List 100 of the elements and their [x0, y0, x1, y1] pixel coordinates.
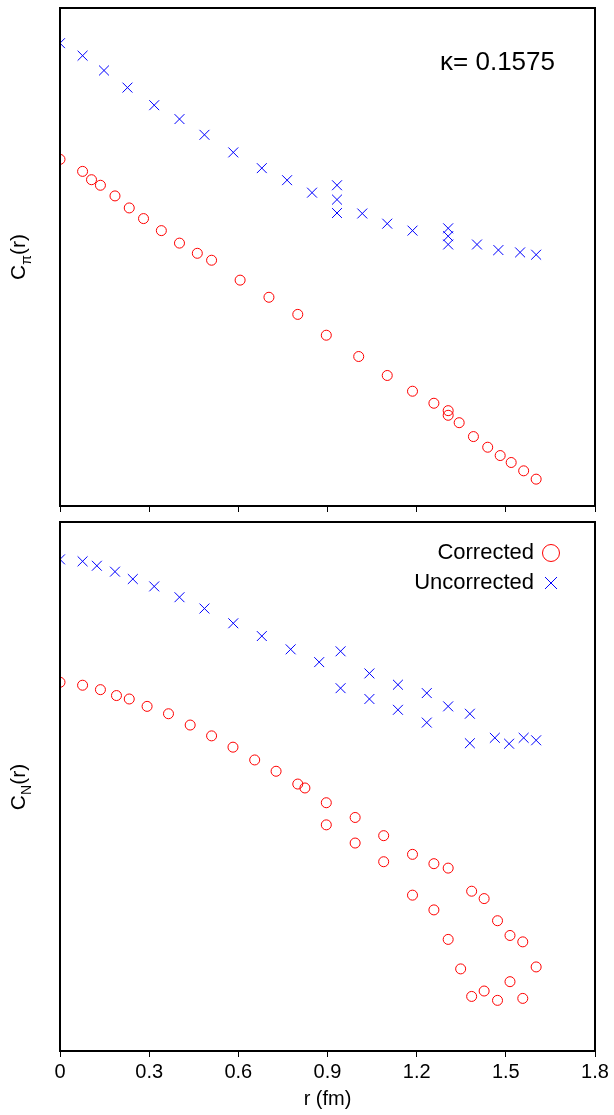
point	[94, 179, 106, 191]
point	[77, 50, 89, 62]
point	[123, 202, 135, 214]
point	[173, 237, 185, 249]
point	[249, 754, 261, 766]
point	[504, 976, 516, 988]
point	[518, 465, 530, 477]
point	[428, 904, 440, 916]
point	[517, 992, 529, 1004]
point	[299, 782, 311, 794]
point	[464, 737, 476, 749]
point	[503, 738, 515, 750]
point	[530, 249, 542, 261]
point	[227, 741, 239, 753]
x-tick-label: 1.2	[402, 1059, 431, 1082]
point	[256, 630, 268, 642]
point	[381, 369, 393, 381]
point	[227, 146, 239, 158]
point	[123, 693, 135, 705]
point	[392, 704, 404, 716]
point	[467, 431, 479, 443]
point	[331, 179, 343, 191]
legend-label: Corrected	[437, 539, 534, 565]
point	[320, 819, 332, 831]
point	[148, 99, 160, 111]
point	[184, 719, 196, 731]
x-tick-label: 0	[54, 1059, 66, 1082]
point	[138, 213, 150, 225]
point	[478, 893, 490, 905]
point	[109, 190, 121, 202]
point	[453, 417, 465, 429]
x-tick-label: 1.5	[491, 1059, 520, 1082]
point	[378, 856, 390, 868]
point	[466, 990, 478, 1002]
point	[141, 700, 153, 712]
point	[227, 617, 239, 629]
point	[199, 129, 210, 141]
point	[127, 573, 139, 585]
point	[270, 765, 282, 777]
point	[482, 441, 494, 453]
point	[407, 385, 419, 397]
point	[77, 679, 89, 691]
point	[292, 308, 304, 320]
point	[320, 797, 332, 809]
point	[285, 643, 297, 655]
point	[313, 656, 325, 668]
point	[381, 218, 393, 230]
point	[349, 837, 361, 849]
point	[455, 963, 467, 975]
x-tick-label: 0.6	[224, 1059, 253, 1082]
point	[494, 450, 506, 462]
point	[478, 985, 490, 997]
point	[109, 566, 121, 578]
point	[442, 409, 454, 421]
point	[331, 207, 343, 219]
point	[363, 693, 375, 705]
point	[162, 708, 174, 720]
point	[335, 682, 347, 694]
point	[492, 244, 504, 256]
point	[378, 830, 390, 842]
point	[517, 936, 529, 948]
point	[428, 397, 440, 409]
point	[442, 933, 454, 945]
point	[442, 862, 454, 874]
point	[206, 254, 218, 266]
point	[174, 113, 185, 125]
point	[77, 165, 89, 177]
point	[94, 684, 106, 696]
point	[335, 645, 347, 657]
point	[199, 603, 210, 614]
point	[353, 351, 365, 363]
point	[407, 225, 418, 237]
point	[466, 885, 478, 897]
point	[504, 929, 516, 941]
point	[518, 732, 530, 744]
point	[407, 848, 419, 860]
point	[292, 778, 304, 790]
point	[407, 889, 419, 901]
x-tick-label: 0.9	[313, 1059, 342, 1082]
point	[148, 580, 160, 592]
point	[91, 560, 103, 572]
point	[174, 591, 185, 603]
point	[256, 162, 268, 174]
point	[331, 194, 343, 206]
point	[234, 274, 246, 286]
point	[492, 915, 504, 927]
x-tick-label: 0.3	[135, 1059, 164, 1082]
x-tick-label: 1.8	[581, 1059, 609, 1082]
legend-label: Uncorrected	[414, 569, 534, 595]
point	[191, 247, 203, 259]
point	[492, 994, 504, 1006]
point	[442, 700, 454, 712]
point	[471, 239, 483, 250]
point	[110, 690, 122, 702]
point	[428, 858, 440, 870]
point	[86, 174, 98, 186]
point	[530, 473, 542, 485]
point	[530, 961, 542, 973]
annotation: κ= 0.1575	[440, 46, 555, 77]
point	[421, 687, 433, 699]
